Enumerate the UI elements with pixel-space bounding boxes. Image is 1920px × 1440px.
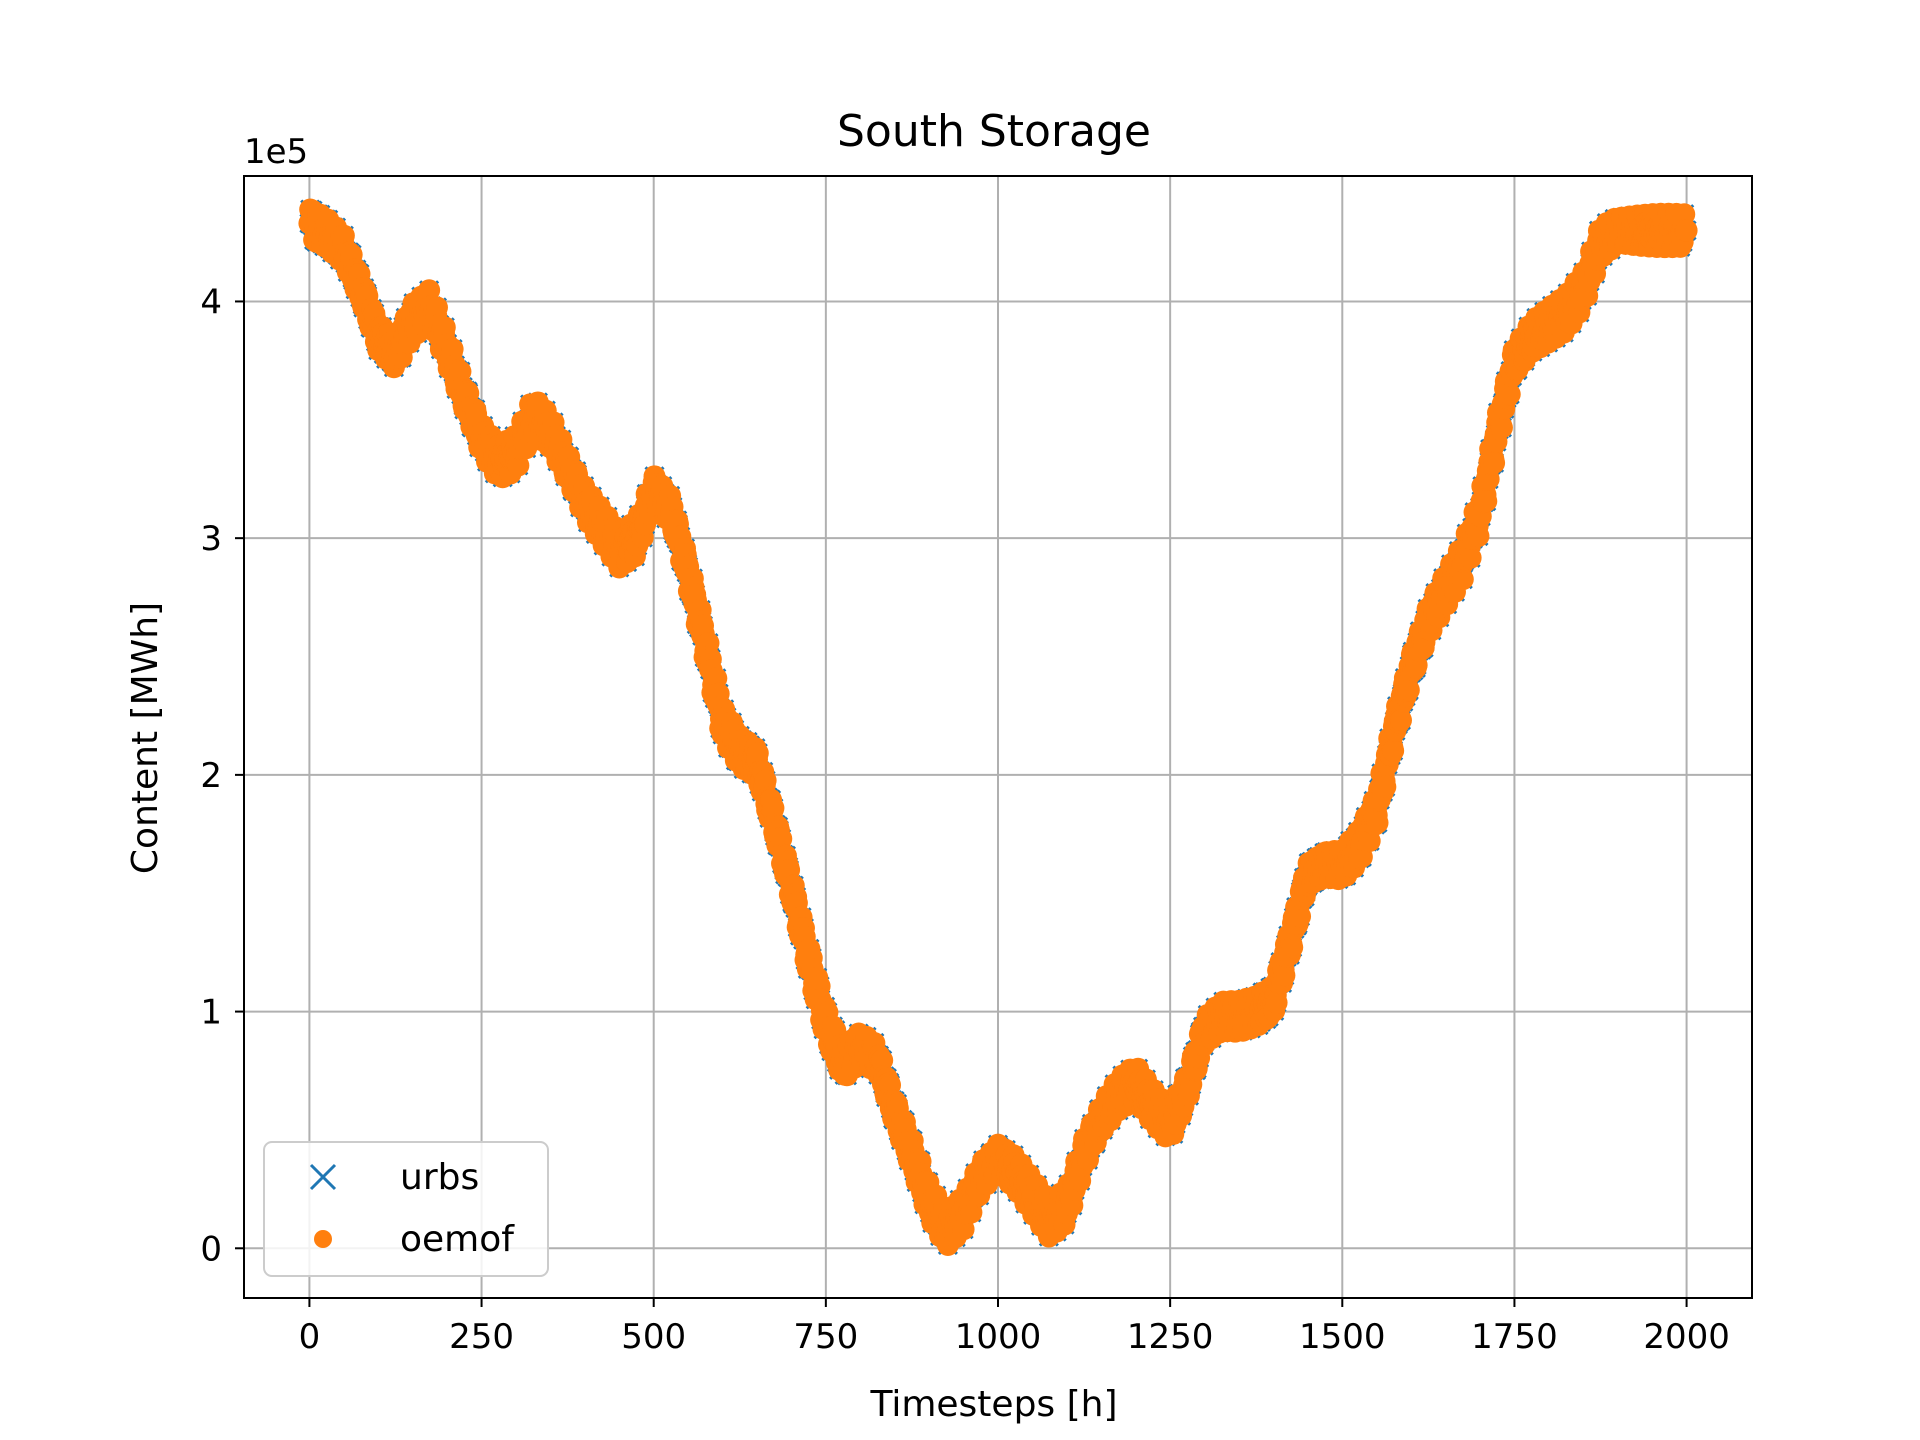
x-axis-label: Timesteps [h] bbox=[869, 1384, 1117, 1425]
oemof-point bbox=[1382, 739, 1405, 762]
oemof-point bbox=[1389, 709, 1412, 732]
x-axis-ticks: 0 250 500 750 1000 1250 1500 1750 2000 bbox=[299, 1298, 1730, 1357]
y-tick-label: 4 bbox=[200, 282, 222, 322]
x-tick-label: 250 bbox=[449, 1317, 514, 1357]
legend-label-urbs: urbs bbox=[400, 1157, 479, 1198]
y-axis-label: Content [MWh] bbox=[125, 602, 166, 874]
oemof-point bbox=[1281, 936, 1304, 959]
legend-entry-oemof: oemof bbox=[314, 1219, 515, 1260]
legend-dot-marker bbox=[314, 1230, 332, 1248]
oemof-point bbox=[1475, 490, 1498, 513]
oemof-point bbox=[1289, 905, 1312, 928]
oemof-point bbox=[1459, 546, 1482, 569]
oemof-point bbox=[1397, 679, 1420, 702]
oemof-point bbox=[1273, 964, 1296, 987]
legend-label-oemof: oemof bbox=[400, 1219, 515, 1260]
x-tick-label: 1750 bbox=[1471, 1317, 1558, 1357]
y-tick-label: 3 bbox=[200, 519, 222, 559]
oemof-point bbox=[1374, 775, 1397, 798]
y-tick-label: 2 bbox=[200, 756, 222, 796]
oemof-point bbox=[746, 742, 769, 765]
x-tick-label: 1500 bbox=[1299, 1317, 1386, 1357]
oemof-point bbox=[1265, 991, 1288, 1014]
oemof-point bbox=[1451, 568, 1474, 591]
x-tick-label: 2000 bbox=[1643, 1317, 1730, 1357]
legend-box bbox=[263, 1141, 549, 1277]
y-axis-offset-text: 1e5 bbox=[244, 132, 308, 172]
legend-entry-urbs: urbs bbox=[309, 1157, 479, 1198]
y-tick-label: 0 bbox=[200, 1229, 222, 1269]
oemof-point bbox=[441, 338, 464, 361]
oemof-point bbox=[1673, 203, 1696, 226]
y-tick-label: 1 bbox=[200, 993, 222, 1033]
oemof-point bbox=[1483, 451, 1506, 474]
oemof-point bbox=[754, 769, 777, 792]
legend-marker-oemof bbox=[314, 1230, 332, 1248]
x-tick-label: 750 bbox=[793, 1317, 858, 1357]
x-tick-label: 1250 bbox=[1127, 1317, 1214, 1357]
series-oemof bbox=[298, 198, 1698, 1256]
oemof-point bbox=[1490, 416, 1513, 439]
oemof-point bbox=[1366, 811, 1389, 834]
oemof-point bbox=[507, 454, 530, 477]
oemof-point bbox=[1498, 383, 1521, 406]
oemof-point bbox=[1675, 219, 1698, 242]
y-axis-ticks: 0 1 2 3 4 bbox=[200, 282, 244, 1269]
x-tick-label: 500 bbox=[621, 1317, 686, 1357]
plot-area bbox=[298, 198, 1698, 1256]
oemof-point bbox=[425, 296, 448, 319]
legend-marker-urbs bbox=[309, 1163, 337, 1191]
oemof-point bbox=[433, 316, 456, 339]
legend: urbs oemof bbox=[263, 1141, 549, 1277]
chart-title: South Storage bbox=[837, 106, 1151, 157]
x-tick-label: 1000 bbox=[955, 1317, 1042, 1357]
legend-x-marker bbox=[309, 1163, 337, 1191]
oemof-point bbox=[1467, 525, 1490, 548]
oemof-point bbox=[762, 797, 785, 820]
x-tick-label: 0 bbox=[299, 1317, 321, 1357]
